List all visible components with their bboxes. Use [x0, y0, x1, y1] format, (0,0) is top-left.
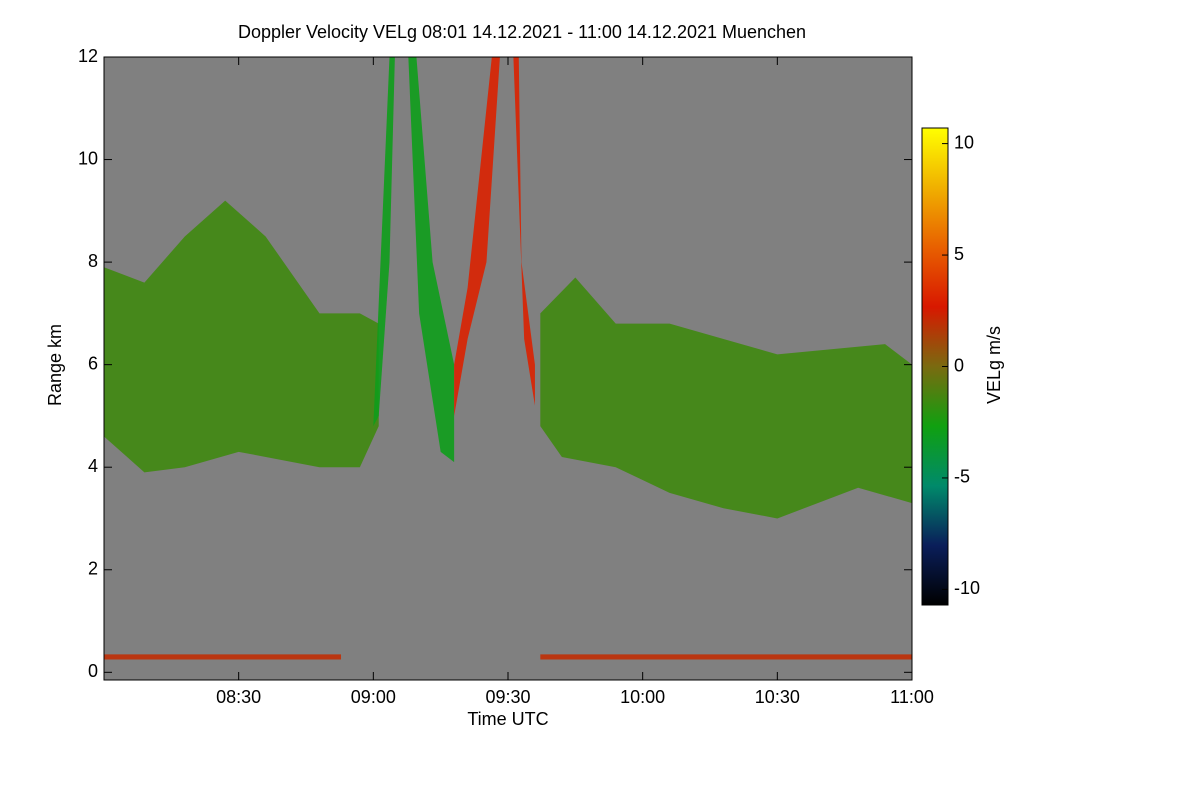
echo-region: [454, 57, 500, 416]
x-axis-label: Time UTC: [467, 709, 548, 729]
y-tick-label: 2: [88, 559, 98, 579]
chart-title: Doppler Velocity VELg 08:01 14.12.2021 -…: [238, 22, 806, 42]
x-tick-label: 10:00: [620, 687, 665, 707]
colorbar-tick-label: -5: [954, 467, 970, 487]
echo-region: [373, 57, 395, 427]
x-tick-label: 09:30: [485, 687, 530, 707]
y-tick-label: 8: [88, 251, 98, 271]
echo-region: [540, 277, 912, 519]
y-axis-label: Range km: [45, 324, 65, 406]
x-tick-label: 11:00: [890, 687, 934, 707]
y-tick-label: 10: [78, 148, 98, 168]
y-tick-label: 12: [78, 46, 98, 66]
echo-region: [408, 57, 455, 463]
y-tick-label: 0: [88, 661, 98, 681]
colorbar-tick-label: 10: [954, 132, 974, 152]
colorbar-tick-label: -10: [954, 578, 980, 598]
colorbar-tick-label: 0: [954, 355, 964, 375]
echo-region: [540, 654, 912, 660]
x-tick-label: 10:30: [755, 687, 800, 707]
x-tick-label: 09:00: [351, 687, 396, 707]
y-tick-label: 4: [88, 456, 98, 476]
y-tick-label: 6: [88, 353, 98, 373]
x-tick-label: 08:30: [216, 687, 261, 707]
colorbar-label: VELg m/s: [984, 326, 1004, 404]
echo-region: [104, 654, 342, 660]
echo-region: [513, 57, 535, 406]
colorbar-tick-label: 5: [954, 244, 964, 264]
echo-region: [104, 200, 379, 473]
